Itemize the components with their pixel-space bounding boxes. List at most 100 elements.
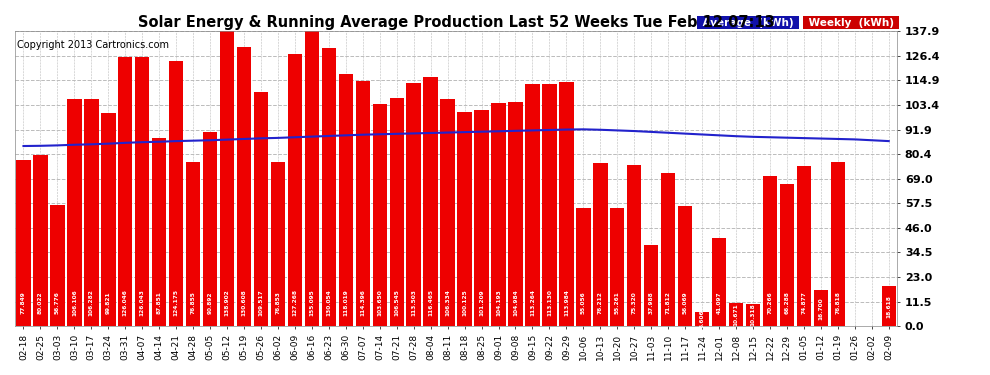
- Text: 76.853: 76.853: [275, 291, 280, 314]
- Bar: [101, 112, 116, 326]
- Bar: [355, 81, 370, 326]
- Text: 10.671: 10.671: [734, 303, 739, 326]
- Text: 56.069: 56.069: [683, 291, 688, 314]
- Text: 100.125: 100.125: [462, 289, 467, 316]
- Text: Copyright 2013 Cartronics.com: Copyright 2013 Cartronics.com: [17, 40, 168, 50]
- Bar: [118, 57, 133, 326]
- Bar: [186, 162, 200, 326]
- Bar: [253, 92, 268, 326]
- Text: 10.318: 10.318: [750, 304, 755, 327]
- Bar: [627, 165, 642, 326]
- Text: 101.209: 101.209: [479, 289, 484, 316]
- Text: 87.851: 87.851: [156, 291, 161, 314]
- Title: Solar Energy & Running Average Production Last 52 Weeks Tue Feb 12 07:13: Solar Energy & Running Average Productio…: [138, 15, 774, 30]
- Bar: [322, 48, 336, 326]
- Text: 16.700: 16.700: [819, 297, 824, 320]
- Bar: [610, 208, 625, 326]
- Bar: [84, 99, 99, 326]
- Text: 90.892: 90.892: [208, 291, 213, 314]
- Text: 99.821: 99.821: [106, 291, 111, 314]
- Bar: [831, 162, 845, 326]
- Bar: [339, 74, 353, 326]
- Bar: [220, 29, 235, 326]
- Text: 113.264: 113.264: [530, 289, 535, 316]
- Text: 75.320: 75.320: [632, 291, 637, 314]
- Bar: [797, 166, 811, 326]
- Text: 76.818: 76.818: [836, 291, 841, 314]
- Bar: [152, 138, 166, 326]
- Bar: [593, 163, 608, 326]
- Bar: [389, 98, 404, 326]
- Text: 116.465: 116.465: [428, 289, 434, 316]
- Bar: [661, 172, 675, 326]
- Text: 138.902: 138.902: [225, 289, 230, 316]
- Text: 126.043: 126.043: [140, 289, 145, 316]
- Text: 71.812: 71.812: [665, 291, 670, 314]
- Bar: [305, 0, 319, 326]
- Bar: [203, 132, 218, 326]
- Bar: [237, 47, 251, 326]
- Text: 114.396: 114.396: [360, 289, 365, 316]
- Bar: [50, 205, 64, 326]
- Bar: [508, 102, 523, 326]
- Text: 103.650: 103.650: [377, 289, 382, 316]
- Text: 76.212: 76.212: [598, 291, 603, 314]
- Text: 106.282: 106.282: [89, 289, 94, 316]
- Text: 155.095: 155.095: [310, 289, 315, 316]
- Bar: [135, 57, 149, 326]
- Text: 55.261: 55.261: [615, 291, 620, 314]
- Bar: [457, 112, 472, 326]
- Text: 6.606: 6.606: [700, 310, 705, 328]
- Bar: [780, 184, 794, 326]
- Text: 118.019: 118.019: [344, 289, 348, 316]
- Bar: [424, 77, 438, 326]
- Text: 56.776: 56.776: [54, 291, 60, 314]
- Bar: [491, 103, 506, 326]
- Text: 55.056: 55.056: [581, 291, 586, 314]
- Bar: [372, 104, 387, 326]
- Text: 37.988: 37.988: [648, 291, 653, 314]
- Bar: [288, 54, 302, 326]
- Bar: [745, 304, 760, 326]
- Bar: [169, 60, 183, 326]
- Text: 130.054: 130.054: [327, 289, 332, 316]
- Text: Average  (kWh): Average (kWh): [699, 18, 797, 28]
- Text: 127.268: 127.268: [292, 289, 297, 316]
- Bar: [712, 238, 727, 326]
- Bar: [695, 312, 709, 326]
- Bar: [644, 245, 658, 326]
- Bar: [16, 160, 31, 326]
- Text: 76.855: 76.855: [191, 291, 196, 314]
- Text: Weekly  (kWh): Weekly (kWh): [805, 18, 897, 28]
- Text: 41.097: 41.097: [717, 291, 722, 314]
- Text: 113.130: 113.130: [546, 289, 551, 316]
- Text: 106.334: 106.334: [446, 289, 450, 316]
- Text: 113.984: 113.984: [564, 289, 569, 316]
- Text: 124.175: 124.175: [173, 289, 178, 316]
- Bar: [729, 303, 743, 326]
- Bar: [526, 84, 540, 326]
- Text: 80.022: 80.022: [38, 291, 43, 314]
- Text: 109.517: 109.517: [258, 289, 263, 316]
- Bar: [814, 290, 828, 326]
- Bar: [474, 110, 489, 326]
- Bar: [881, 286, 896, 326]
- Bar: [67, 99, 81, 326]
- Bar: [407, 83, 421, 326]
- Text: 126.046: 126.046: [123, 289, 128, 316]
- Text: 130.608: 130.608: [242, 289, 247, 316]
- Text: 106.106: 106.106: [72, 289, 77, 316]
- Text: 104.193: 104.193: [496, 289, 501, 316]
- Text: 106.545: 106.545: [394, 289, 399, 316]
- Text: 113.503: 113.503: [411, 289, 416, 316]
- Text: 18.618: 18.618: [886, 295, 891, 318]
- Bar: [34, 155, 48, 326]
- Bar: [678, 206, 692, 326]
- Bar: [559, 82, 573, 326]
- Bar: [270, 162, 285, 326]
- Text: 74.877: 74.877: [801, 291, 807, 314]
- Text: 77.849: 77.849: [21, 291, 26, 314]
- Text: 70.266: 70.266: [767, 291, 772, 314]
- Text: 66.288: 66.288: [784, 291, 789, 314]
- Bar: [762, 176, 777, 326]
